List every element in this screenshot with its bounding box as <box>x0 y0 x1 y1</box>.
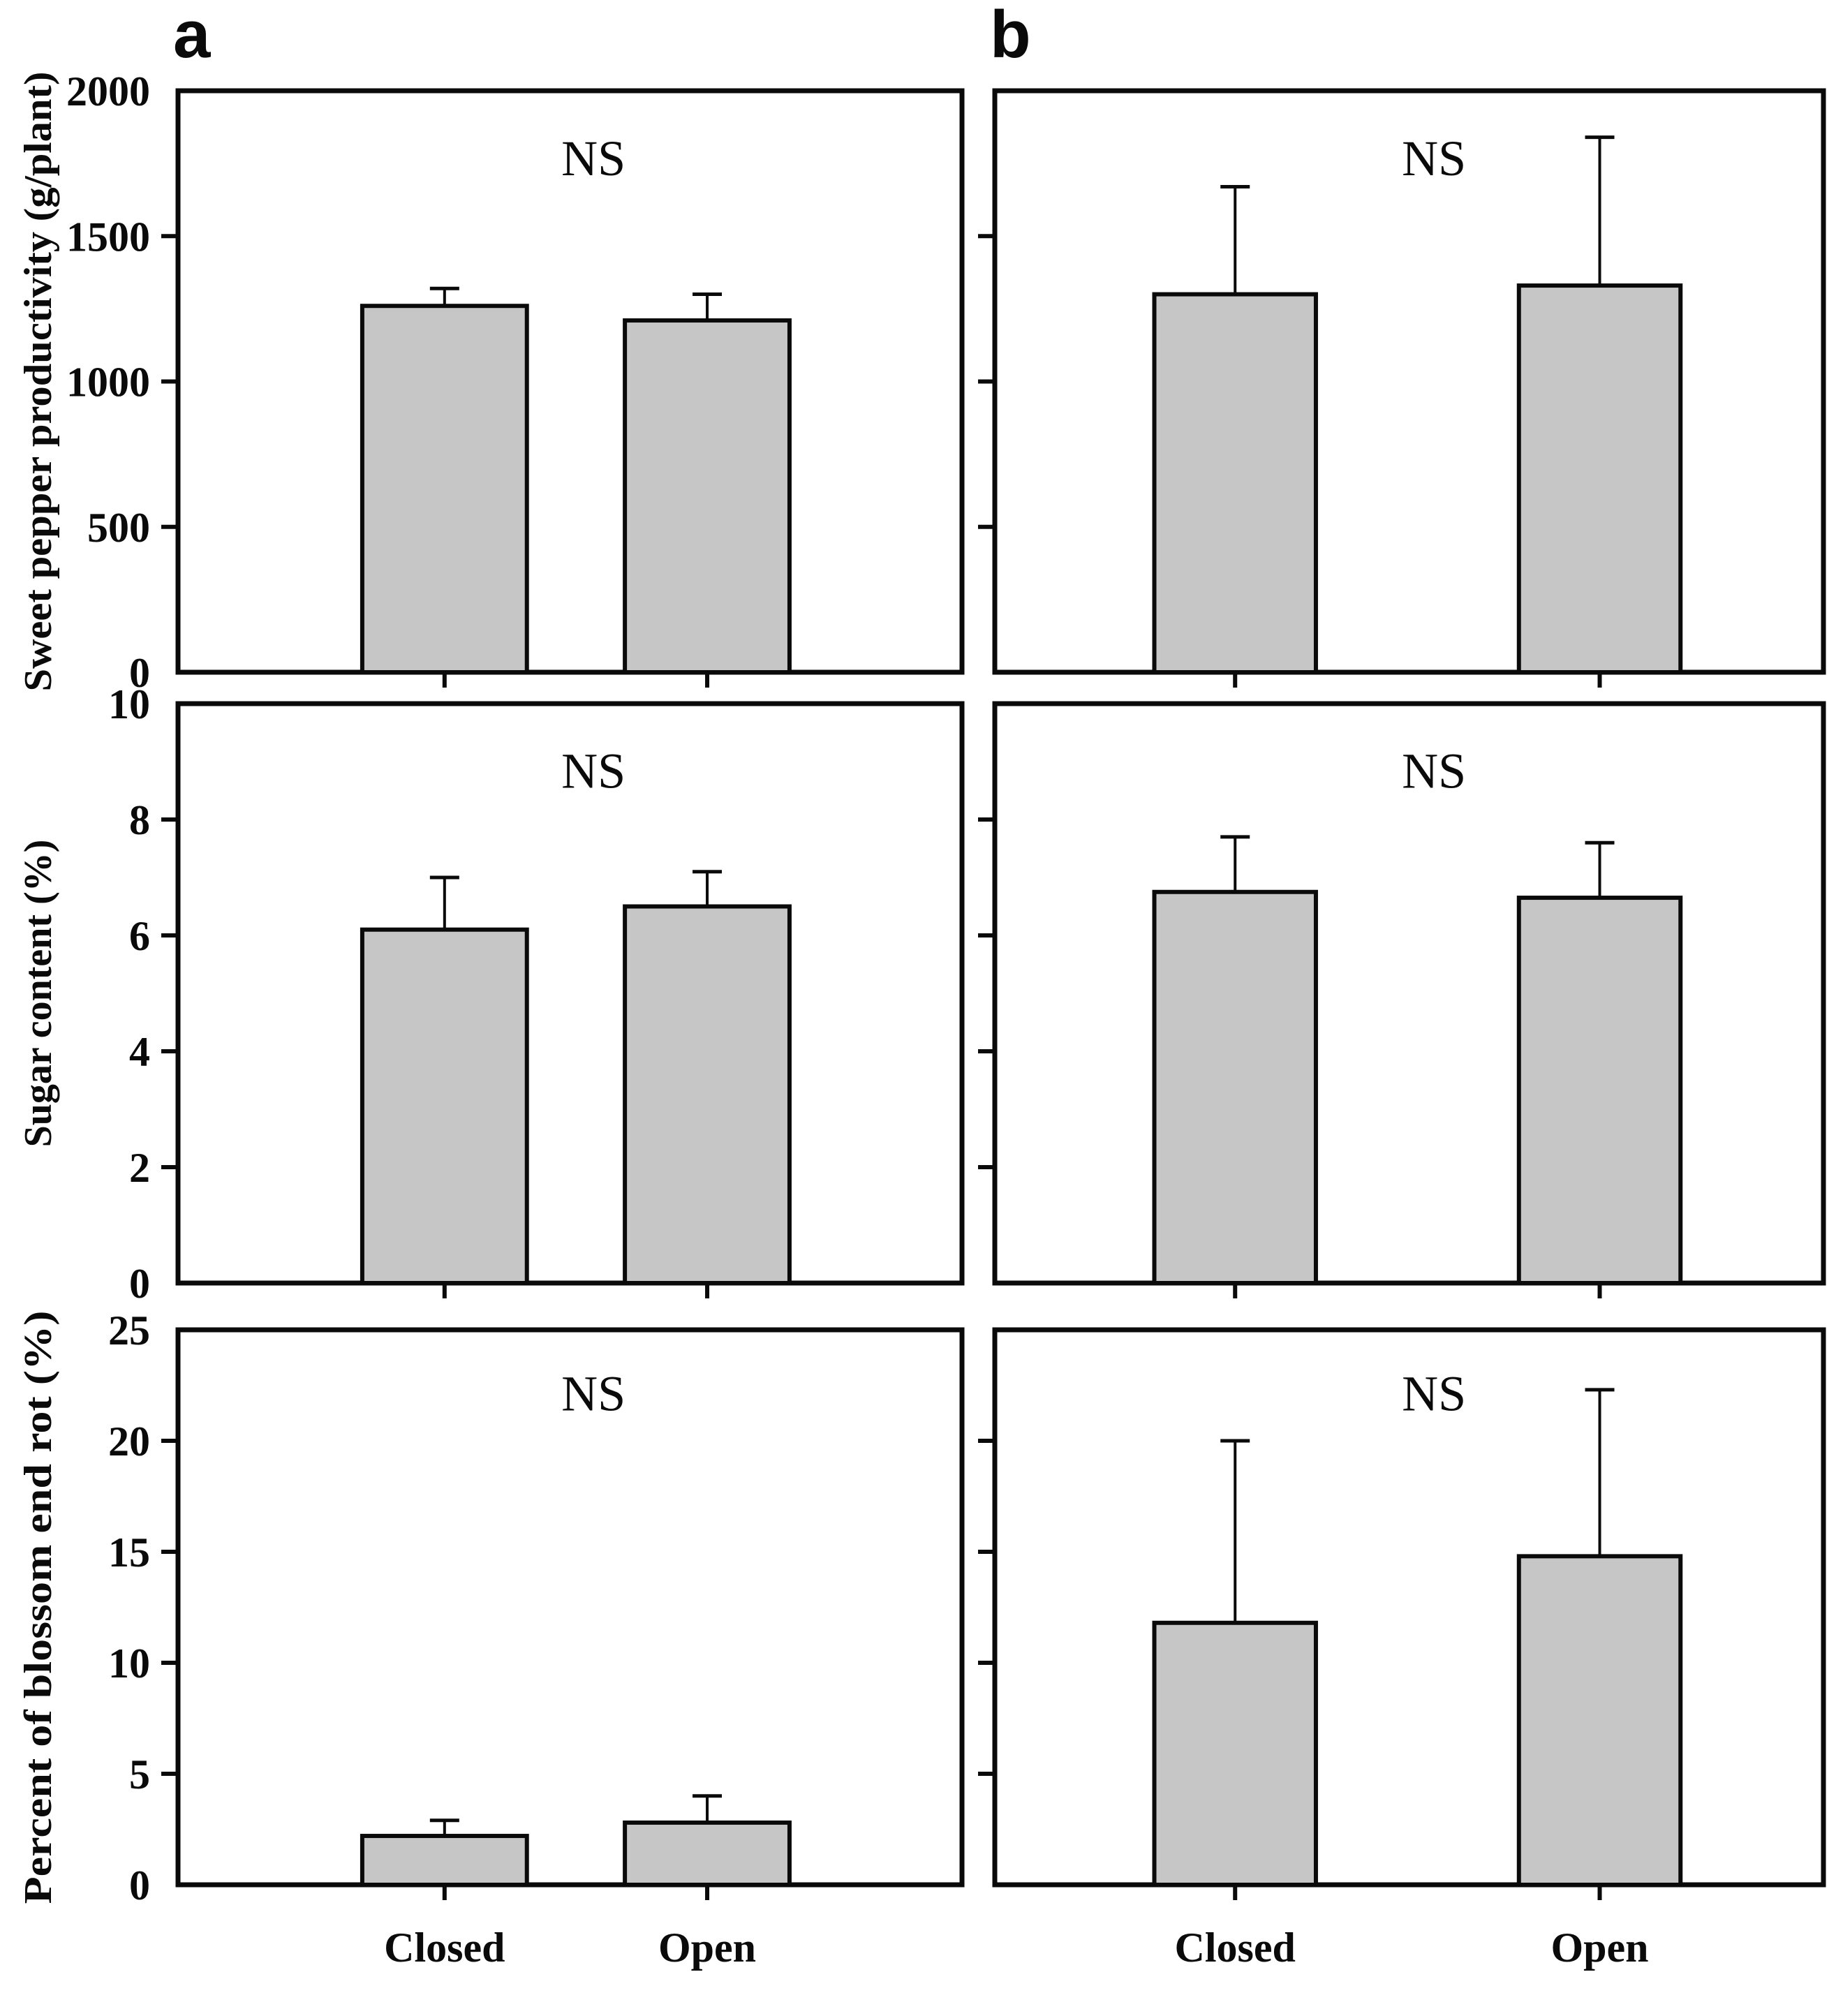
ns-annotation: NS <box>561 131 626 186</box>
bar-open <box>623 318 792 674</box>
xtick-label-open: Open <box>1550 1925 1648 1971</box>
bar-closed <box>1152 292 1318 674</box>
panel-label-a: a <box>173 0 211 72</box>
chart-blossom-end-rot-b: Closed Open NS <box>978 1327 1826 1971</box>
bar-closed <box>1152 889 1318 1285</box>
ytick-label: 0 <box>129 1261 150 1307</box>
chart-sugar-content-a: 0 2 4 6 8 10 NS Sugar content (%) <box>17 681 965 1307</box>
ytick-label: 15 <box>108 1529 150 1576</box>
bar-open <box>623 904 792 1285</box>
bar-open <box>1516 1554 1683 1887</box>
ytick-label: 0 <box>129 1862 150 1908</box>
ytick-label: 2000 <box>66 68 150 114</box>
ytick-label: 10 <box>108 681 150 727</box>
ytick-label: 1500 <box>66 214 150 260</box>
ytick-label: 0 <box>129 650 150 696</box>
ns-annotation: NS <box>1402 1365 1466 1421</box>
axis-box <box>175 1327 965 1888</box>
ns-annotation: NS <box>561 743 626 799</box>
bar-open <box>1516 896 1683 1285</box>
chart-productivity-a: 0 500 1000 1500 2000 NS Sweet pepper productiv… <box>17 68 965 696</box>
ns-annotation: NS <box>561 1365 626 1421</box>
panel-sugar-content-b: NS <box>978 701 1826 1298</box>
panel-blossom-end-rot-b: Closed Open NS <box>978 1327 1826 1971</box>
panel-blossom-end-rot-a: 0 5 10 15 20 25 Closed Open NS Percent of blossom… <box>17 1307 965 1971</box>
axis-box <box>992 701 1826 1286</box>
chart-blossom-end-rot-a: 0 5 10 15 20 25 Closed Open NS Percent of blossom… <box>17 1307 965 1971</box>
bar-closed <box>360 1834 529 1887</box>
ytick-label: 25 <box>108 1307 150 1354</box>
xtick-label-closed: Closed <box>1175 1925 1296 1971</box>
bar-closed <box>1152 1620 1318 1887</box>
bar-closed <box>360 304 529 674</box>
panel-sugar-content-a: 0 2 4 6 8 10 NS Sugar content (%) <box>17 681 965 1307</box>
bar-open <box>1516 283 1683 674</box>
ytick-label: 4 <box>129 1029 150 1075</box>
ytick-label: 2 <box>129 1145 150 1191</box>
y-axis-label: Percent of blossom end rot (%) <box>17 1311 60 1904</box>
y-axis-label: Sweet pepper productivity (g/plant) <box>17 72 60 692</box>
bar-closed <box>360 927 529 1285</box>
xtick-label-open: Open <box>658 1925 756 1971</box>
ytick-label: 8 <box>129 797 150 843</box>
ytick-label: 5 <box>129 1751 150 1798</box>
chart-sugar-content-b: NS <box>978 701 1826 1298</box>
chart-productivity-b: NS <box>978 88 1826 688</box>
ns-annotation: NS <box>1402 131 1466 186</box>
ytick-label: 500 <box>87 505 150 551</box>
xtick-label-closed: Closed <box>384 1925 505 1971</box>
bar-open <box>623 1820 792 1888</box>
panel-productivity-b: NS <box>978 88 1826 688</box>
panel-label-b: b <box>990 0 1031 72</box>
ytick-label: 1000 <box>66 360 150 406</box>
axis-box <box>175 701 965 1286</box>
axis-box <box>992 1327 1826 1888</box>
ytick-label: 6 <box>129 913 150 959</box>
ns-annotation: NS <box>1402 743 1466 799</box>
ytick-label: 10 <box>108 1640 150 1687</box>
ytick-label: 20 <box>108 1418 150 1465</box>
panel-productivity-a: 0 500 1000 1500 2000 NS Sweet pepper productiv… <box>17 68 965 696</box>
y-axis-label: Sugar content (%) <box>17 840 60 1148</box>
